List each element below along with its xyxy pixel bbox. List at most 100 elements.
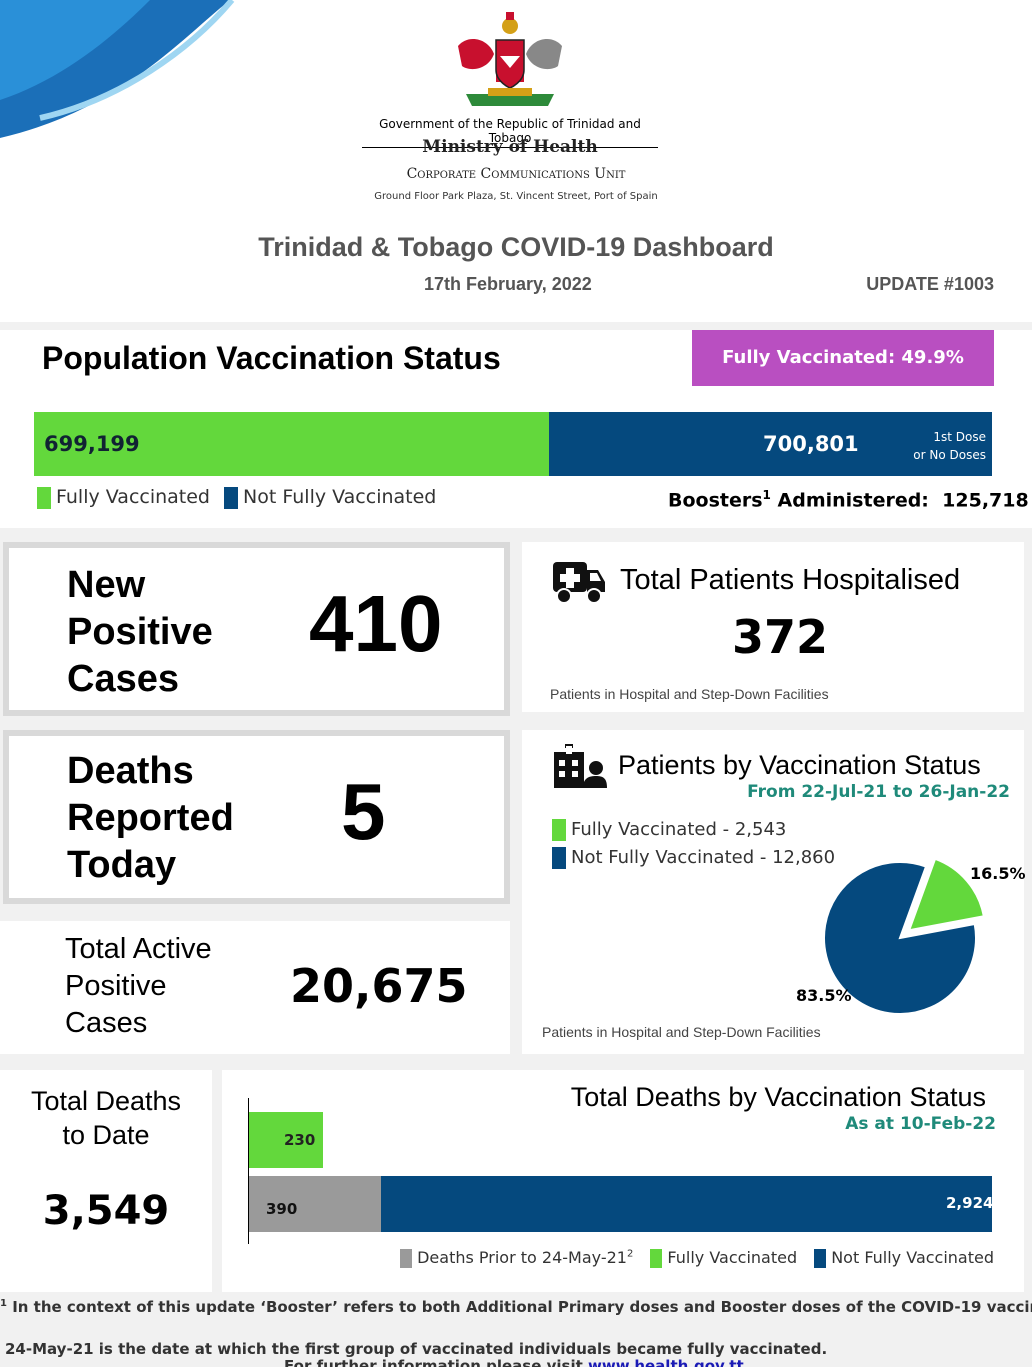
fully-vaccinated-count: 699,199 (44, 432, 140, 456)
legend-not-fully: Not Fully Vaccinated (831, 1248, 994, 1267)
label-line: Cases (65, 1007, 148, 1039)
label-line: Deaths (67, 750, 194, 792)
boosters-administered: Boosters1 Administered: 125,718 (668, 488, 1029, 511)
boosters-value: 125,718 (942, 489, 1029, 512)
label-line: New (67, 564, 146, 606)
pie-slice-not-fully-vaccinated (823, 861, 977, 1015)
legend-prior: Deaths Prior to 24-May-21 (417, 1248, 627, 1267)
legend-not-fully-row: Not Fully Vaccinated - 12,860 (552, 844, 835, 872)
hospitalised-title: Total Patients Hospitalised (620, 564, 961, 596)
footnote-3: For further information please visit www… (284, 1357, 744, 1367)
new-positive-value: 410 (309, 579, 443, 668)
bar-deaths-prior (249, 1176, 381, 1232)
hospitalised-card: Total Patients Hospitalised 372 Patients… (522, 542, 1024, 712)
chart-axis (248, 1098, 249, 1244)
label-line: Total Deaths (30, 1086, 182, 1116)
vaccination-title: Population Vaccination Status (42, 340, 501, 376)
as-at-date: As at 10-Feb-22 (845, 1114, 996, 1134)
update-number: UPDATE #1003 (866, 274, 994, 294)
swoosh-decoration (0, 0, 235, 138)
label-line: Positive (67, 611, 213, 653)
fully-vaccinated-bar: 699,199 (34, 412, 549, 476)
pie-label-fully: 16.5% (970, 864, 1026, 883)
report-date: 17th February, 2022 (424, 274, 592, 294)
data-label-not-fully: 2,924 (946, 1194, 994, 1212)
legend-fully: Fully Vaccinated (56, 486, 210, 508)
patients-by-vaccination-title: Patients by Vaccination Status (618, 750, 981, 780)
label-line: to Date (62, 1120, 150, 1150)
total-deaths-value: 3,549 (42, 1188, 170, 1234)
hospitalised-note: Patients in Hospital and Step-Down Facil… (550, 686, 829, 702)
pie-label-not-fully: 83.5% (796, 986, 852, 1005)
page-title: Trinidad & Tobago COVID-19 Dashboard (258, 232, 774, 262)
data-label-fully: 230 (284, 1131, 316, 1149)
total-deaths-label: Total Deaths to Date (0, 1084, 212, 1152)
blue-swatch (814, 1249, 827, 1268)
ministry-name: Ministry of Health (422, 137, 598, 157)
deaths-by-vaccination-card: Total Deaths by Vaccination Status As at… (222, 1070, 1024, 1292)
blue-swatch (224, 486, 239, 509)
active-cases-card: Total Active Positive Cases 20,675 (0, 921, 510, 1054)
date-range: From 22-Jul-21 to 26-Jan-22 (747, 782, 1010, 802)
total-deaths-card: Total Deaths to Date 3,549 (0, 1070, 212, 1292)
deaths-today-value: 5 (341, 767, 386, 856)
patients-by-vaccination-card: Patients by Vaccination Status From 22-J… (522, 730, 1026, 1054)
not-fully-note: 1st Dose or No Doses (913, 428, 986, 464)
hospital-person-icon (554, 744, 607, 788)
active-cases-value: 20,675 (290, 959, 468, 1013)
label-line: Positive (65, 970, 167, 1002)
vaccination-legend: Fully Vaccinated Not Fully Vaccinated (37, 486, 436, 509)
not-fully-note-line-2: or No Doses (913, 448, 986, 462)
boosters-label: Boosters (668, 489, 763, 512)
label-line: Total Active (65, 933, 212, 965)
data-label-prior: 390 (266, 1200, 298, 1218)
deaths-by-vaccination-title: Total Deaths by Vaccination Status (570, 1082, 986, 1112)
fully-vaccinated-badge: Fully Vaccinated: 49.9% (692, 330, 994, 386)
footnote-mark: 1 (0, 1298, 7, 1309)
not-fully-vaccinated-bar: 700,801 1st Dose or No Doses (549, 412, 992, 476)
blue-swatch (552, 847, 566, 869)
deaths-legend: Deaths Prior to 24-May-212 Fully Vaccina… (400, 1248, 994, 1268)
patients-note: Patients in Hospital and Step-Down Facil… (542, 1024, 821, 1040)
green-swatch (650, 1249, 663, 1268)
government-name: Government of the Republic of Trinidad a… (362, 117, 658, 148)
green-swatch (552, 819, 566, 841)
bar-fully-vaccinated (249, 1112, 323, 1168)
boosters-footnote-mark: 1 (762, 488, 771, 502)
boosters-label-2: Administered: (770, 489, 929, 512)
label-line: Reported (67, 797, 234, 839)
page-header: Government of the Republic of Trinidad a… (0, 0, 1032, 322)
legend-prior-footnote-mark: 2 (626, 1248, 634, 1260)
green-swatch (37, 486, 51, 509)
legend-not-fully: Not Fully Vaccinated - 12,860 (571, 847, 836, 868)
health-website-link[interactable]: www.health.gov.tt (588, 1357, 744, 1367)
legend-fully: Fully Vaccinated (667, 1248, 798, 1267)
ambulance-icon (553, 562, 605, 604)
not-fully-vaccinated-count: 700,801 (763, 432, 859, 456)
hospitalised-value: 372 (732, 610, 829, 664)
bar-not-fully-vaccinated (381, 1176, 992, 1232)
legend-fully: Fully Vaccinated - 2,543 (571, 819, 787, 840)
label-line: Today (67, 844, 177, 886)
pie-slice-fully-vaccinated (907, 857, 986, 932)
active-cases-label: Total Active Positive Cases (65, 931, 212, 1042)
not-fully-note-line-1: 1st Dose (933, 430, 986, 444)
patients-legend: Fully Vaccinated - 2,543 Not Fully Vacci… (552, 816, 835, 872)
coat-of-arms-icon (458, 12, 562, 106)
footnote-1-text: In the context of this update ‘Booster’ … (6, 1298, 1032, 1316)
address: Ground Floor Park Plaza, St. Vincent Str… (374, 191, 658, 202)
deaths-today-card: Deaths Reported Today 5 (3, 730, 510, 904)
legend-fully-row: Fully Vaccinated - 2,543 (552, 816, 835, 844)
deaths-today-label: Deaths Reported Today (67, 748, 234, 889)
footnote-3-text: For further information please visit (284, 1357, 589, 1367)
new-positive-cases-card: New Positive Cases 410 (3, 542, 510, 716)
footnote-2: 24-May-21 is the date at which the first… (5, 1340, 828, 1358)
new-positive-label: New Positive Cases (67, 562, 213, 703)
grey-swatch (400, 1249, 413, 1268)
legend-not-fully: Not Fully Vaccinated (243, 486, 437, 508)
label-line: Cases (67, 658, 179, 700)
vaccination-status-panel: Population Vaccination Status Fully Vacc… (0, 330, 1032, 528)
patients-pie-chart (823, 857, 986, 1015)
footnote-1: 1 In the context of this update ‘Booster… (0, 1298, 1032, 1316)
unit-name: Corporate Communications Unit (406, 166, 626, 182)
